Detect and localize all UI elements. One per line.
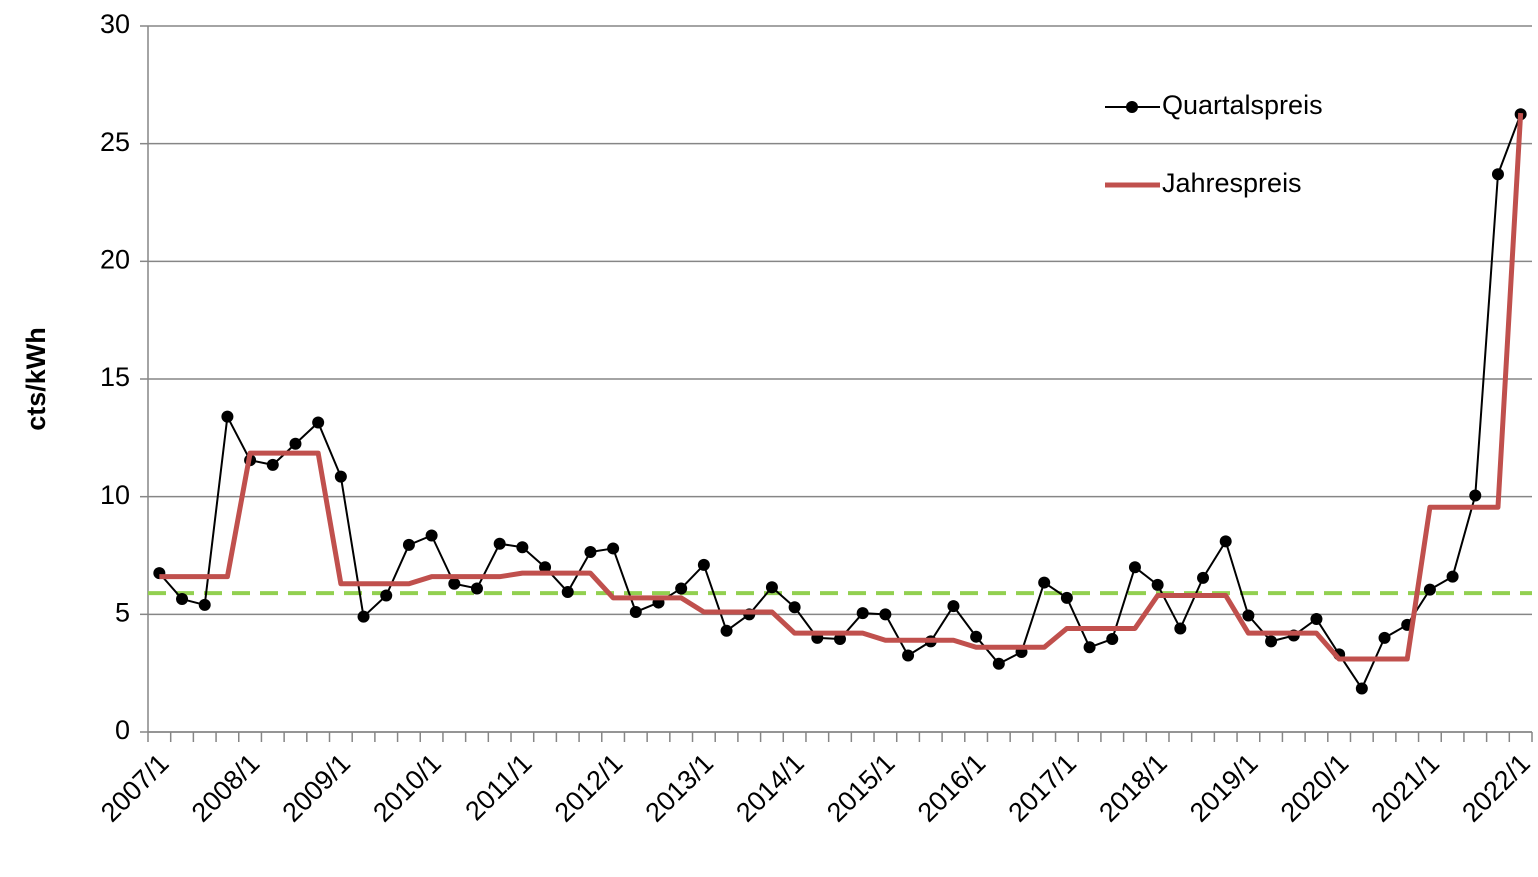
data-point [516,541,529,554]
data-point [312,416,325,429]
data-point [1469,489,1482,502]
data-point [289,437,302,450]
data-point [470,582,483,595]
data-point [539,561,552,574]
data-point [1151,578,1164,591]
data-point [607,542,620,555]
data-point [1197,571,1210,584]
x-tick-label: 2016/1 [912,748,992,828]
y-tick-label: 15 [100,362,130,392]
data-point [1446,570,1459,583]
y-axis-label: cts/kWh [21,327,51,431]
data-point [992,657,1005,670]
y-tick-label: 5 [115,597,130,627]
x-tick-label: 2012/1 [549,748,629,828]
data-point [425,529,438,542]
data-point [448,577,461,590]
x-tick-label: 2013/1 [640,748,720,828]
data-point [1083,641,1096,654]
data-point [720,624,733,637]
data-point [879,608,892,621]
data-point [856,607,869,620]
x-tick-label: 2010/1 [367,748,447,828]
x-tick-label: 2009/1 [277,748,357,828]
data-point [697,558,710,571]
x-tick-label: 2021/1 [1366,748,1446,828]
x-tick-label: 2008/1 [186,748,266,828]
data-point [765,581,778,594]
data-point [902,649,915,662]
data-point [561,585,574,598]
data-point [1060,591,1073,604]
data-point [947,600,960,613]
data-point [584,545,597,558]
y-tick-label: 10 [100,480,130,510]
data-point [176,593,189,606]
x-tick-label: 2015/1 [821,748,901,828]
x-tick-label: 2014/1 [730,748,810,828]
x-tick-label: 2007/1 [95,748,175,828]
data-point [970,630,983,643]
x-tick-label: 2022/1 [1456,748,1536,828]
series-line [159,112,1524,662]
x-tick-label: 2017/1 [1003,748,1083,828]
data-point [1310,613,1323,626]
data-point [357,610,370,623]
data-point [1219,535,1232,548]
y-tick-label: 30 [100,9,130,39]
data-point [266,458,279,471]
data-point [788,601,801,614]
x-tick-label: 2011/1 [459,748,537,826]
x-tick-label: 2018/1 [1093,748,1173,828]
data-point [1423,583,1436,596]
legend-label: Jahrespreis [1162,168,1302,198]
data-point [334,470,347,483]
data-point [1106,633,1119,646]
y-tick-label: 20 [100,244,130,274]
data-point [402,538,415,551]
data-point [1174,622,1187,635]
data-point [1265,635,1278,648]
y-tick-label: 0 [115,715,130,745]
series-line [158,113,1522,690]
x-tick-label: 2019/1 [1184,748,1264,828]
data-point [1355,682,1368,695]
y-tick-label: 25 [100,127,130,157]
data-point [834,633,846,646]
data-point [493,537,506,550]
legend-label: Quartalspreis [1162,90,1323,120]
data-point [1491,168,1504,181]
data-point [198,598,211,611]
legend-marker [1126,101,1138,113]
data-point [380,589,393,602]
x-tick-label: 2020/1 [1275,748,1355,828]
data-point [1378,631,1391,644]
data-point [221,410,234,423]
data-point [629,605,642,618]
data-point [1038,576,1051,589]
data-point [1128,561,1141,574]
data-point [1242,609,1255,622]
data-point [675,582,688,595]
